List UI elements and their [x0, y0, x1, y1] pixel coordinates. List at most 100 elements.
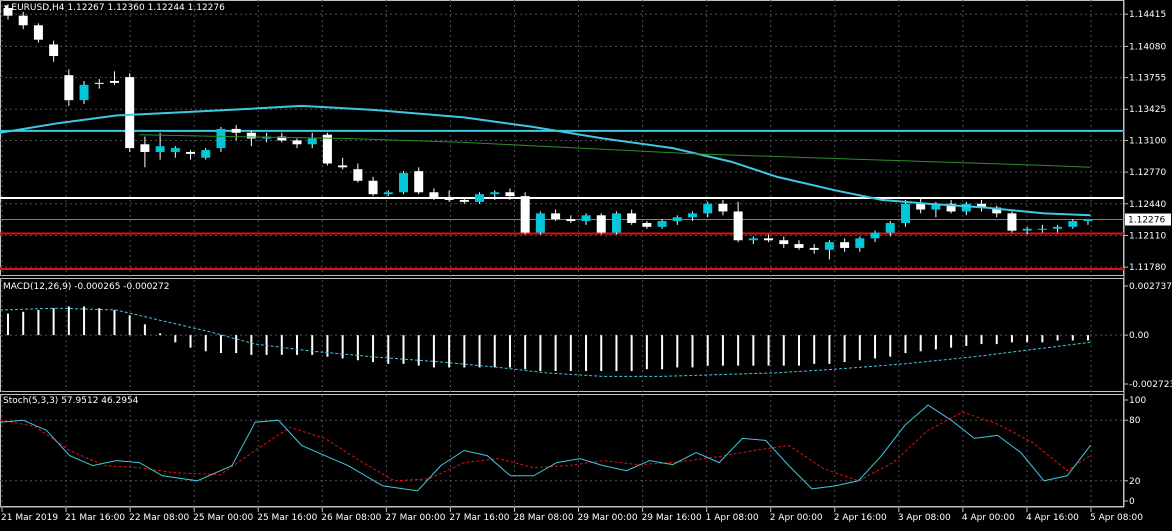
time-label: 4 Apr 00:00 — [962, 513, 1015, 523]
candle-bull — [824, 242, 834, 250]
time-label: 27 Mar 00:00 — [385, 513, 445, 523]
time-label: 3 Apr 08:00 — [898, 513, 951, 523]
time-label: 1 Apr 08:00 — [706, 513, 759, 523]
chart-menu-arrow-icon[interactable]: ▾ — [4, 3, 9, 13]
candle-bull — [1068, 221, 1078, 227]
candle-bull — [490, 192, 500, 195]
price-label: 1.13100 — [1129, 136, 1166, 146]
macd-values: -0.000265 -0.000272 — [74, 282, 170, 292]
stoch-signal-line — [0, 411, 1091, 482]
candle-bear — [353, 169, 363, 181]
time-label: 2 Apr 00:00 — [770, 513, 823, 523]
candle-bull — [1037, 228, 1047, 230]
candle-bull — [961, 203, 971, 212]
main-header: ▾ EURUSD,H4 1.12267 1.12360 1.12244 1.12… — [4, 3, 225, 13]
candle-bear — [718, 203, 728, 212]
candle-bear — [1007, 213, 1017, 231]
time-label: 29 Mar 16:00 — [642, 513, 702, 523]
macd-signal-line — [0, 307, 1091, 377]
candle-bear — [3, 8, 13, 16]
macd-axis-label: 0.00 — [1129, 331, 1149, 341]
candle-bear — [840, 242, 850, 248]
candle-bull — [307, 138, 317, 145]
current-price-label: 1.12276 — [1128, 216, 1165, 226]
candle-bull — [535, 213, 545, 233]
candle-bear — [94, 82, 104, 84]
candle-bull — [885, 222, 895, 233]
candle-bull — [672, 217, 682, 222]
time-label: 29 Mar 00:00 — [578, 513, 638, 523]
candle-bear — [596, 215, 606, 233]
time-label: 22 Mar 08:00 — [129, 513, 189, 523]
candle-bull — [383, 192, 393, 195]
candle-bear — [764, 238, 774, 241]
candle-bear — [444, 198, 454, 200]
stoch-axis-label: 20 — [1129, 477, 1141, 487]
time-label: 26 Mar 08:00 — [321, 513, 381, 523]
price-label: 1.11780 — [1129, 263, 1166, 273]
candle-bear — [246, 132, 256, 139]
candle-bear — [733, 211, 743, 241]
candle-bear — [49, 44, 59, 56]
candle-bull — [581, 215, 591, 222]
macd-axis-label: -0.002723 — [1129, 380, 1172, 390]
candle-bear — [414, 171, 424, 193]
candle-bear — [809, 247, 819, 250]
candle-bear — [916, 203, 926, 210]
time-label: 27 Mar 16:00 — [449, 513, 509, 523]
candle-bear — [551, 213, 561, 220]
ma-fast-line — [0, 104, 1091, 217]
candle-bull — [870, 232, 880, 239]
time-label: 2 Apr 16:00 — [834, 513, 887, 523]
candle-bear — [429, 192, 439, 199]
candle-bear — [520, 196, 530, 233]
candle-bear — [566, 219, 576, 222]
candle-bull — [748, 238, 758, 241]
time-label: 25 Mar 16:00 — [257, 513, 317, 523]
candle-bull — [1053, 226, 1063, 229]
candle-bear — [642, 222, 652, 227]
time-label: 21 Mar 2019 — [1, 513, 58, 523]
candle-bull — [657, 221, 667, 227]
candle-bull — [1022, 228, 1032, 231]
symbol-label: EURUSD,H4 — [11, 3, 65, 13]
candle-bull — [855, 238, 865, 248]
stoch-label: Stoch(5,3,3) — [3, 396, 59, 406]
ohlc-values: 1.12267 1.12360 1.12244 1.12276 — [67, 3, 225, 13]
price-label: 1.14415 — [1129, 10, 1166, 20]
time-label: 25 Mar 00:00 — [193, 513, 253, 523]
candle-bear — [125, 77, 135, 149]
candle-bear — [33, 25, 43, 40]
macd-label: MACD(12,26,9) — [3, 282, 72, 292]
candle-bear — [277, 136, 287, 141]
candle-bull — [155, 146, 165, 152]
price-label: 1.13425 — [1129, 105, 1166, 115]
macd-header: MACD(12,26,9) -0.000265 -0.000272 — [3, 282, 169, 292]
candle-bull — [398, 173, 408, 193]
candle-bull — [703, 203, 713, 214]
price-label: 1.12440 — [1129, 200, 1166, 210]
macd-axis-label: 0.002737 — [1129, 282, 1172, 292]
ma-slow-line — [139, 134, 1091, 168]
candle-bear — [322, 134, 332, 164]
time-label: 4 Apr 16:00 — [1026, 513, 1079, 523]
candle-bear — [794, 244, 804, 248]
candle-bear — [946, 203, 956, 212]
candle-bear — [292, 140, 302, 145]
time-label: 28 Mar 08:00 — [513, 513, 573, 523]
price-label: 1.13755 — [1129, 74, 1166, 84]
stoch-axis-label: 80 — [1129, 416, 1141, 426]
candle-bull — [216, 128, 226, 149]
candle-bull — [1083, 219, 1093, 222]
candle-bull — [611, 213, 621, 233]
candle-bull — [170, 148, 180, 152]
candle-bear — [977, 203, 987, 208]
candle-bear — [627, 213, 637, 223]
candle-bull — [79, 84, 89, 101]
candle-bull — [900, 203, 910, 223]
stoch-axis-label: 100 — [1129, 396, 1146, 406]
current-price-box — [1125, 213, 1171, 226]
candle-bear — [64, 75, 74, 101]
